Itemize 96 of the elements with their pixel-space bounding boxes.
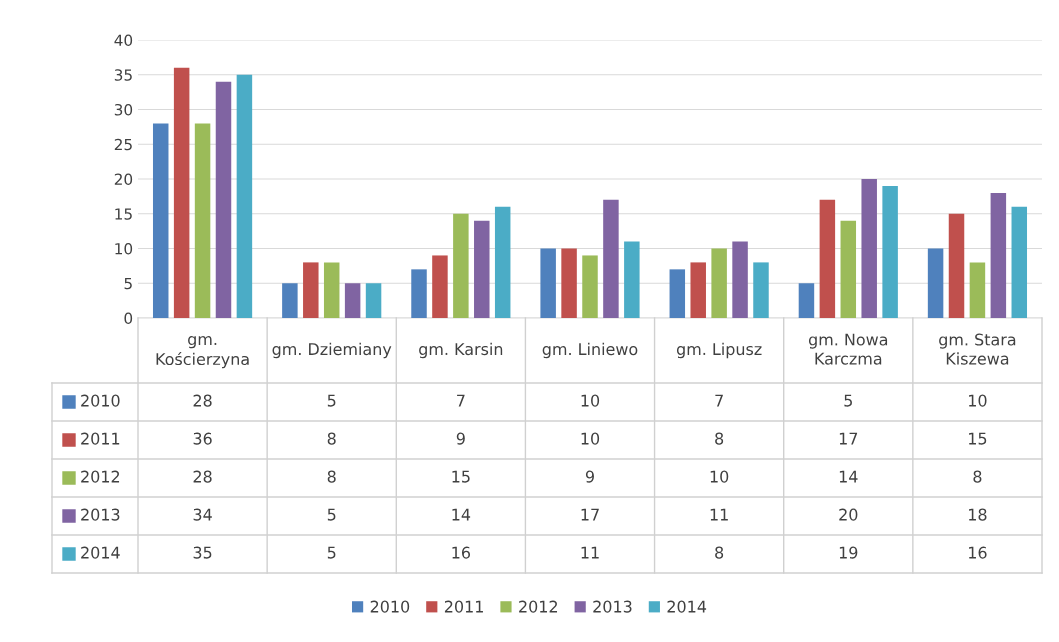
data-label: 17 <box>581 508 599 521</box>
data-label: 9 <box>456 432 465 445</box>
bar <box>215 81 232 318</box>
legend-label: 2013 <box>81 508 120 521</box>
data-label: 20 <box>839 508 858 521</box>
bar <box>194 123 211 318</box>
bar <box>819 199 836 318</box>
bar <box>152 123 169 318</box>
bar <box>711 248 727 318</box>
bar <box>624 241 640 318</box>
bar <box>282 283 298 318</box>
bar <box>798 283 815 318</box>
bar <box>861 179 877 318</box>
bar <box>323 262 340 318</box>
bar <box>690 262 706 318</box>
bar <box>927 248 944 318</box>
x-tick-label: gm. Dziemiany <box>272 342 392 359</box>
data-label: 19 <box>839 546 858 559</box>
data-label: 15 <box>969 432 987 445</box>
legend-label: 2010 <box>81 394 120 407</box>
data-label: 10 <box>581 394 600 407</box>
bar <box>882 185 898 318</box>
y-tick-label: 35 <box>114 69 132 81</box>
legend-label: 2011 <box>81 432 120 445</box>
data-label: 10 <box>710 470 729 483</box>
bar <box>540 248 556 318</box>
data-label: 14 <box>839 470 858 483</box>
x-tick-label: gm. Lipusz <box>676 342 762 359</box>
data-label: 10 <box>581 432 600 445</box>
bar <box>582 255 598 318</box>
bar <box>1011 206 1028 318</box>
data-label: 5 <box>327 546 336 559</box>
data-label: 18 <box>969 508 987 521</box>
y-tick-label: 25 <box>114 138 132 151</box>
data-label: 8 <box>715 546 724 559</box>
data-label: 34 <box>193 508 212 521</box>
bar <box>561 248 577 318</box>
data-label: 8 <box>327 432 336 445</box>
bar <box>603 199 619 318</box>
data-label: 28 <box>193 470 212 483</box>
legend-label: 2014 <box>81 546 120 559</box>
data-label: 8 <box>327 470 336 483</box>
data-label: 11 <box>710 508 728 521</box>
y-tick-label: 5 <box>124 277 132 290</box>
y-tick-label: 30 <box>114 103 133 116</box>
bar <box>948 213 965 318</box>
data-label: 5 <box>844 394 852 407</box>
data-label: 8 <box>715 432 724 445</box>
y-tick-label: 15 <box>115 208 132 220</box>
bar <box>365 283 382 318</box>
data-label: 36 <box>193 432 212 445</box>
y-tick-label: 10 <box>115 242 133 255</box>
bar <box>173 67 190 318</box>
data-label: 5 <box>327 394 336 407</box>
data-label: 16 <box>452 546 471 559</box>
data-label: 9 <box>585 470 594 483</box>
data-label: 5 <box>327 508 336 521</box>
data-label: 17 <box>839 432 858 445</box>
data-label: 28 <box>193 394 212 407</box>
x-tick-label: gm. Stara Kiszewa <box>939 333 1016 365</box>
data-label: 14 <box>452 508 471 521</box>
bar <box>669 269 686 318</box>
y-tick-label: 40 <box>114 34 133 47</box>
bar <box>344 283 361 318</box>
bar <box>732 241 748 318</box>
bar <box>494 206 511 318</box>
text: 2010 <box>370 600 410 613</box>
text: 2011 <box>444 600 483 613</box>
y-tick-label: 20 <box>114 173 133 186</box>
bar <box>453 213 469 318</box>
text: 2012 <box>519 600 558 613</box>
legend-label: 2012 <box>81 470 120 483</box>
y-tick-label: 0 <box>124 312 133 325</box>
bar <box>411 269 427 318</box>
x-tick-label: gm. Liniewo <box>542 342 638 359</box>
x-tick-label: gm. Nowa Karczma <box>808 333 888 365</box>
data-label: 8 <box>973 470 982 483</box>
bar <box>236 74 253 318</box>
x-tick-label: gm. Kościerzyna <box>156 336 249 369</box>
bar <box>753 262 769 318</box>
data-label: 35 <box>193 546 212 559</box>
x-tick-label: gm. Karsin <box>419 342 503 359</box>
data-label: 10 <box>969 394 987 407</box>
data-label: 7 <box>715 394 723 407</box>
bar <box>303 262 319 318</box>
text: 2013 <box>593 600 632 613</box>
text: 2014 <box>667 600 707 613</box>
data-label: 7 <box>457 394 465 407</box>
data-label: 15 <box>452 470 470 483</box>
data-label: 11 <box>581 546 599 559</box>
bar <box>990 192 1007 318</box>
bar <box>969 262 986 318</box>
bar <box>432 255 448 318</box>
data-label: 16 <box>969 546 987 559</box>
bar <box>840 220 857 318</box>
bar <box>474 220 490 318</box>
